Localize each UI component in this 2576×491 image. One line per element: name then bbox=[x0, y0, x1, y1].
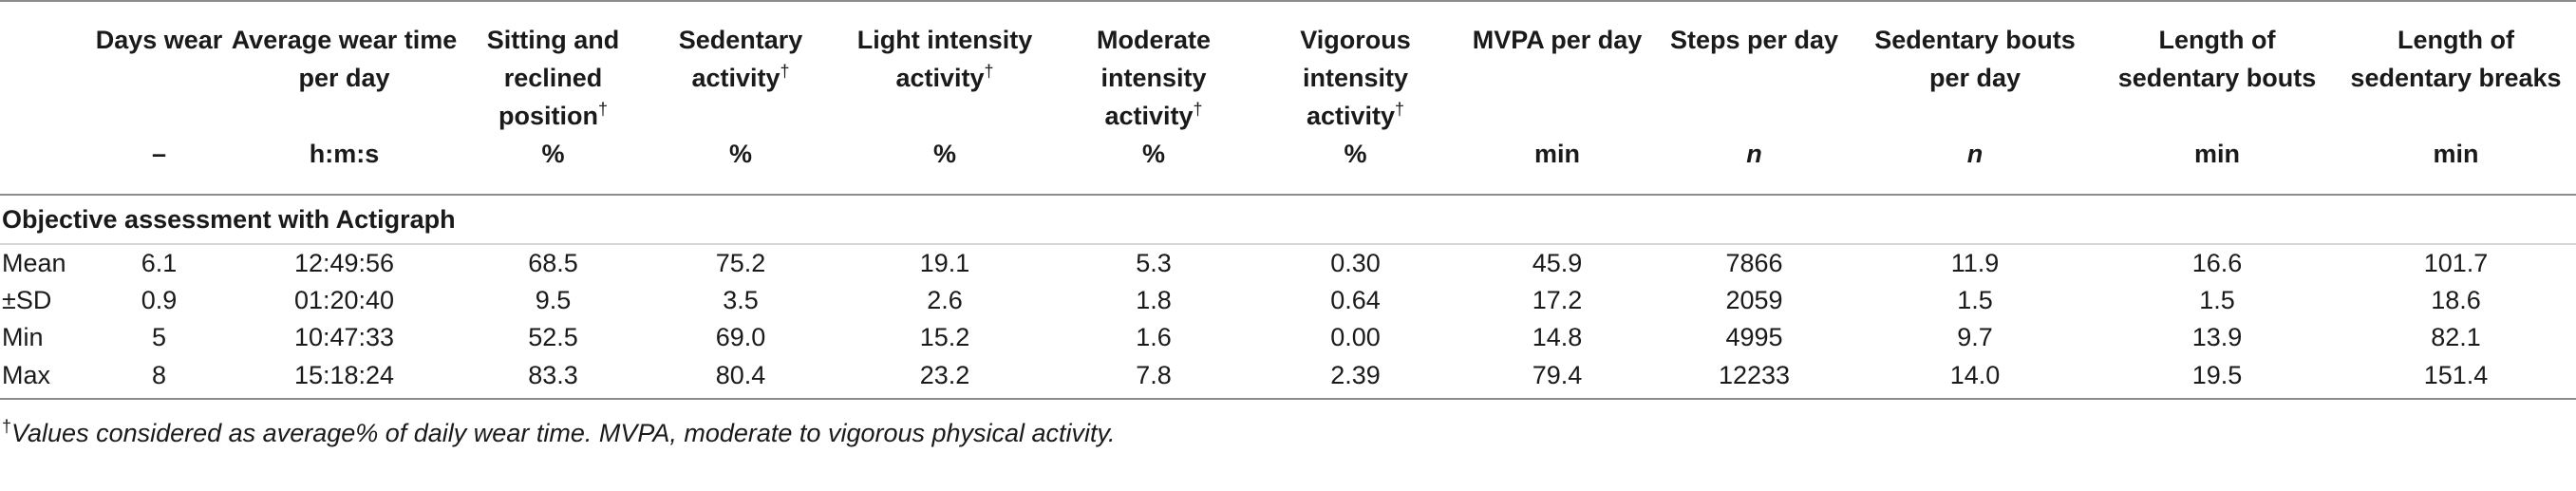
table-footnote: †Values considered as average% of daily … bbox=[0, 417, 2576, 448]
unit-blank bbox=[0, 135, 90, 195]
table-cell: 80.4 bbox=[715, 361, 766, 389]
table-cell: 1.8 bbox=[1136, 286, 1172, 314]
unit-sedentary-bouts: n bbox=[1966, 140, 1984, 168]
table-cell: 101.7 bbox=[2336, 243, 2576, 282]
table-cell: 45.9 bbox=[1457, 243, 1657, 282]
table-cell: 19.1 bbox=[836, 243, 1054, 282]
table-cell: 17.2 bbox=[1532, 286, 1583, 314]
col-header-light-intensity: Light intensity activity† bbox=[856, 26, 1033, 92]
table-cell: 2.39 bbox=[1330, 361, 1381, 389]
table-cell: 7866 bbox=[1657, 243, 1852, 282]
table-cell: 6.1 bbox=[90, 243, 228, 282]
col-header-sedentary-bouts: Sedentary bouts per day bbox=[1874, 26, 2076, 92]
unit-vigorous-intensity: % bbox=[1344, 140, 1367, 168]
table-cell: 83.3 bbox=[528, 361, 578, 389]
table-cell: 23.2 bbox=[919, 361, 970, 389]
table-cell: 01:20:40 bbox=[293, 286, 395, 314]
data-table-container: Days wear Average wear time per day Sitt… bbox=[0, 1, 2576, 448]
col-header-moderate-intensity: Moderate intensity activity† bbox=[1096, 26, 1212, 130]
section-row: Objective assessment with Actigraph bbox=[0, 195, 2576, 244]
table-cell: 68.5 bbox=[461, 243, 646, 282]
table-cell: 2.6 bbox=[927, 286, 963, 314]
table-row: Min 5 10:47:33 52.5 69.0 15.2 1.6 0.00 1… bbox=[0, 319, 2576, 356]
actigraph-table: Days wear Average wear time per day Sitt… bbox=[0, 1, 2576, 399]
table-cell: 0.9 bbox=[141, 286, 178, 314]
unit-length-breaks: min bbox=[2433, 140, 2479, 168]
table-cell: 0.30 bbox=[1253, 243, 1457, 282]
section-title: Objective assessment with Actigraph bbox=[2, 205, 456, 234]
unit-sedentary-activity: % bbox=[728, 140, 752, 168]
table-cell: 151.4 bbox=[2423, 361, 2489, 389]
table-cell: 16.6 bbox=[2098, 243, 2336, 282]
table-cell: 1.6 bbox=[1136, 323, 1172, 351]
table-cell: 69.0 bbox=[715, 323, 766, 351]
table-cell: 18.6 bbox=[2431, 286, 2481, 314]
table-cell: 9.5 bbox=[535, 286, 572, 314]
unit-length-bouts: min bbox=[2193, 140, 2240, 168]
units-row: – h:m:s % % % % % min n n min min bbox=[0, 135, 2576, 195]
unit-light-intensity: % bbox=[932, 140, 956, 168]
footnote-text: Values considered as average% of daily w… bbox=[11, 419, 1116, 447]
col-header-blank bbox=[0, 1, 90, 135]
unit-average-wear-time: h:m:s bbox=[309, 140, 380, 168]
table-cell: 52.5 bbox=[528, 323, 578, 351]
table-row: Max 8 15:18:24 83.3 80.4 23.2 7.8 2.39 7… bbox=[0, 356, 2576, 399]
table-cell: 82.1 bbox=[2431, 323, 2481, 351]
table-cell: 8 bbox=[151, 361, 167, 389]
table-cell: 0.64 bbox=[1330, 286, 1381, 314]
table-cell: 15:18:24 bbox=[293, 361, 395, 389]
table-cell: 7.8 bbox=[1136, 361, 1172, 389]
table-cell: 19.5 bbox=[2191, 361, 2243, 389]
table-cell: 5.3 bbox=[1054, 243, 1253, 282]
table-cell: 14.0 bbox=[1949, 361, 2001, 389]
table-cell: 0.00 bbox=[1330, 323, 1381, 351]
unit-sitting-reclined: % bbox=[541, 140, 565, 168]
row-label: Mean bbox=[0, 243, 90, 282]
table-cell: 10:47:33 bbox=[293, 323, 395, 351]
footnote-mark: † bbox=[2, 417, 12, 436]
table-cell: 3.5 bbox=[723, 286, 759, 314]
unit-mvpa: min bbox=[1533, 140, 1580, 168]
table-cell: 13.9 bbox=[2191, 323, 2243, 351]
col-header-steps: Steps per day bbox=[1669, 26, 1839, 54]
unit-steps: n bbox=[1746, 140, 1762, 168]
table-cell: 11.9 bbox=[1852, 243, 2098, 282]
col-header-days-wear: Days wear bbox=[95, 26, 223, 54]
col-header-length-breaks: Length of sedentary breaks bbox=[2350, 26, 2562, 92]
table-cell: 1.5 bbox=[2199, 286, 2235, 314]
table-cell: 12:49:56 bbox=[228, 243, 461, 282]
table-cell: 2059 bbox=[1725, 286, 1783, 314]
col-header-average-wear-time: Average wear time per day bbox=[231, 26, 458, 92]
table-cell: 15.2 bbox=[919, 323, 970, 351]
col-header-sedentary-activity: Sedentary activity† bbox=[678, 26, 803, 92]
table-cell: 1.5 bbox=[1957, 286, 1993, 314]
col-header-length-bouts: Length of sedentary bouts bbox=[2117, 26, 2317, 92]
header-row: Days wear Average wear time per day Sitt… bbox=[0, 1, 2576, 135]
table-cell: 9.7 bbox=[1957, 323, 1993, 351]
table-cell: 14.8 bbox=[1532, 323, 1583, 351]
table-cell: 4995 bbox=[1725, 323, 1783, 351]
table-row: ±SD 0.9 01:20:40 9.5 3.5 2.6 1.8 0.64 17… bbox=[0, 282, 2576, 319]
row-label: Min bbox=[2, 323, 44, 351]
row-label: Max bbox=[2, 361, 51, 389]
table-cell: 75.2 bbox=[646, 243, 836, 282]
col-header-vigorous-intensity: Vigorous intensity activity† bbox=[1300, 26, 1411, 130]
table-cell: 5 bbox=[151, 323, 167, 351]
unit-days-wear: – bbox=[151, 140, 167, 168]
table-row: Mean 6.1 12:49:56 68.5 75.2 19.1 5.3 0.3… bbox=[0, 243, 2576, 282]
row-label: ±SD bbox=[2, 286, 52, 314]
col-header-mvpa: MVPA per day bbox=[1472, 26, 1643, 54]
col-header-sitting-reclined: Sitting and reclined position† bbox=[486, 26, 620, 130]
unit-moderate-intensity: % bbox=[1141, 140, 1165, 168]
table-cell: 79.4 bbox=[1532, 361, 1583, 389]
table-cell: 12233 bbox=[1718, 361, 1791, 389]
